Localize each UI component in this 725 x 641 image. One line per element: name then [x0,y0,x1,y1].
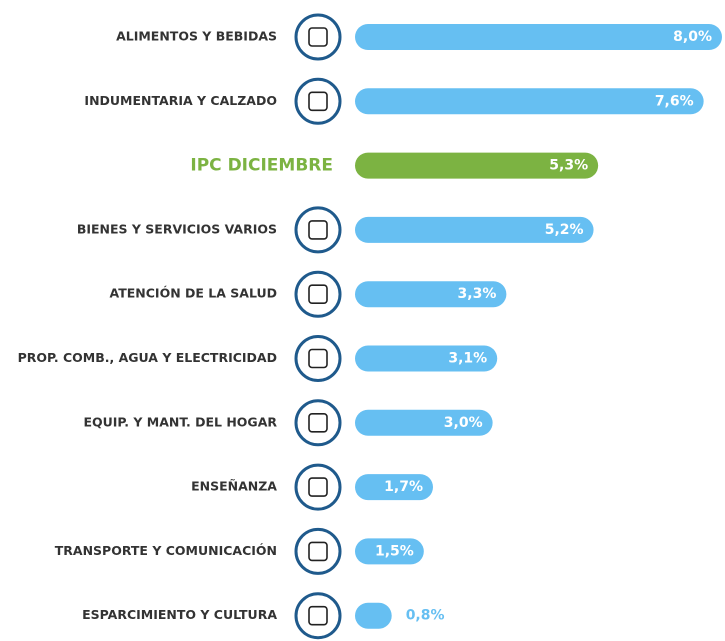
value-label: 5,2% [545,222,584,238]
bar [355,281,507,308]
bar [355,24,722,50]
icon-glyph [308,605,328,626]
value-label: 7,6% [655,93,694,109]
bar [355,409,493,436]
category-icon [294,592,342,640]
category-icon [294,13,342,61]
category-label: ENSEÑANZA [191,479,277,494]
value-label: 0,8% [406,608,445,624]
category-icon [294,527,342,575]
category-label: PROP. COMB., AGUA Y ELECTRICIDAD [18,350,277,365]
category-icon [294,335,342,382]
bar [355,152,599,179]
bar [355,88,704,115]
bar [355,602,392,629]
bar [355,216,594,243]
bar [355,538,424,565]
value-label: 3,3% [458,286,497,302]
category-icon [294,77,342,125]
bar [355,345,498,372]
value-label: 5,3% [549,158,588,174]
category-label: TRANSPORTE Y COMUNICACIÓN [55,543,277,558]
icon-glyph [308,284,328,305]
icon-glyph [308,27,328,47]
category-icon [294,399,342,447]
icon-glyph [308,348,328,369]
value-label: 3,1% [448,351,487,367]
category-icon [294,270,342,318]
icon-glyph [308,541,328,562]
category-label: ALIMENTOS Y BEBIDAS [116,29,277,44]
category-icon [294,206,342,254]
category-label: EQUIP. Y MANT. DEL HOGAR [83,414,277,429]
bar [355,474,433,501]
category-label: ESPARCIMIENTO Y CULTURA [82,607,277,622]
icon-glyph [308,220,328,240]
category-label: IPC DICIEMBRE [190,156,333,176]
icon-glyph [308,477,328,497]
category-label: INDUMENTARIA Y CALZADO [84,93,277,108]
category-icon [294,463,342,511]
value-label: 3,0% [444,415,483,431]
value-label: 8,0% [673,29,712,45]
icon-glyph [308,91,328,112]
icon-glyph [308,412,328,433]
category-label: BIENES Y SERVICIOS VARIOS [77,221,277,236]
value-label: 1,5% [375,543,414,559]
category-label: ATENCIÓN DE LA SALUD [110,286,277,301]
value-label: 1,7% [384,479,423,495]
